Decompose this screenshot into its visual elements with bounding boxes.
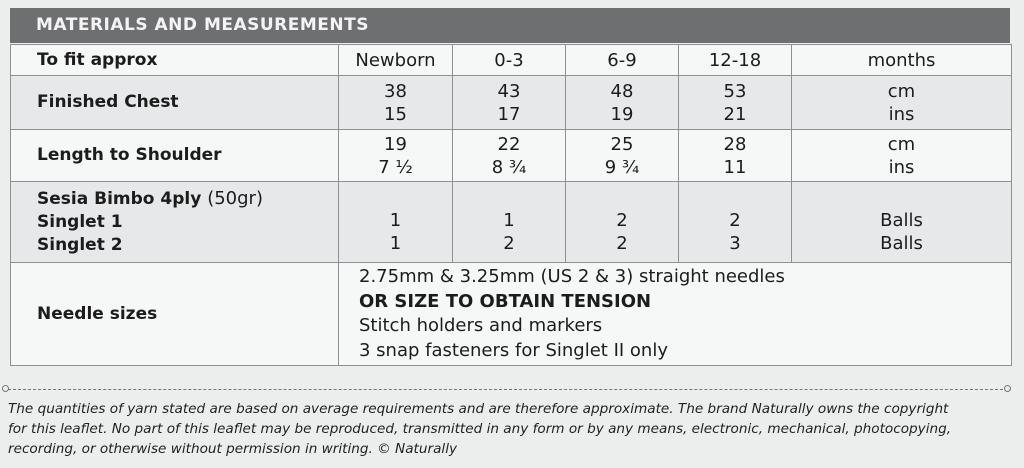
cell-line: 53 xyxy=(723,80,747,102)
cell: months xyxy=(791,44,1012,76)
cell-line: 48 xyxy=(610,80,634,102)
row-label: Needle sizes xyxy=(10,262,339,366)
cell-line: ins xyxy=(888,156,915,178)
row-label: Sesia Bimbo 4ply (50gr) Singlet 1 Single… xyxy=(10,181,339,263)
cell-line: 11 xyxy=(723,156,747,178)
cell: Newborn xyxy=(338,44,453,76)
cell-line: 25 xyxy=(610,133,634,155)
yarn-weight: (50gr) xyxy=(207,188,263,209)
row: To fit approx Newborn 0-3 6-9 12-18 mont… xyxy=(10,44,1012,76)
cell-line: 7 ½ xyxy=(378,156,413,178)
cell-line: 19 xyxy=(384,133,407,155)
cell: 0-3 xyxy=(452,44,566,76)
divider-dot xyxy=(2,385,9,392)
cell-line: 9 ¾ xyxy=(604,156,640,178)
yarn-name: Sesia Bimbo 4ply xyxy=(37,189,202,209)
cell-line: 21 xyxy=(723,103,747,125)
cell-line: 2 xyxy=(503,233,515,254)
footnote: The quantities of yarn stated are based … xyxy=(8,399,951,459)
row-label: Finished Chest xyxy=(10,75,339,130)
row-label: Length to Shoulder xyxy=(10,129,339,182)
cell-line: ins xyxy=(888,103,915,125)
cell-line: cm xyxy=(887,80,916,102)
cell-line: Balls xyxy=(880,210,923,231)
cell: 6-9 xyxy=(565,44,679,76)
row-label: To fit approx xyxy=(10,44,339,76)
cell: cm ins xyxy=(791,75,1012,130)
row: Length to Shoulder 19 7 ½ 22 8 ¾ 25 9 ¾ 28 11 cm… xyxy=(10,129,1012,182)
cell-line: 1 xyxy=(389,210,402,231)
cell-line: 19 xyxy=(610,103,634,125)
cell: 12-18 xyxy=(678,44,792,76)
cell-line: cm xyxy=(887,133,916,155)
cell: 53 21 xyxy=(678,75,792,130)
needle-line: OR SIZE TO OBTAIN TENSION xyxy=(359,290,652,312)
divider-dot xyxy=(1004,385,1011,392)
cell: 43 17 xyxy=(452,75,566,130)
cell: 28 11 xyxy=(678,129,792,182)
footnote-line: recording, or otherwise without permissi… xyxy=(8,441,458,457)
cell-line: 1 xyxy=(389,233,402,254)
row: Needle sizes 2.75mm & 3.25mm (US 2 & 3) … xyxy=(10,262,1012,366)
cell: cm ins xyxy=(791,129,1012,182)
needle-cell: 2.75mm & 3.25mm (US 2 & 3) straight need… xyxy=(338,262,1012,366)
cell-line: Balls xyxy=(880,233,923,254)
cell-line: 2 xyxy=(729,210,741,231)
cell: 25 9 ¾ xyxy=(565,129,679,182)
footnote-line: The quantities of yarn stated are based … xyxy=(8,401,949,417)
cell-line: 17 xyxy=(497,103,521,125)
cell-line: 15 xyxy=(384,103,407,125)
cell: 19 7 ½ xyxy=(338,129,453,182)
measurements-table: To fit approx Newborn 0-3 6-9 12-18 mont… xyxy=(10,44,1012,366)
cell-line: 1 xyxy=(503,210,515,231)
row: Sesia Bimbo 4ply (50gr) Singlet 1 Single… xyxy=(10,181,1012,263)
cell-line: 38 xyxy=(384,80,407,102)
cell-line: 8 ¾ xyxy=(491,156,527,178)
divider xyxy=(8,389,1008,390)
row: Finished Chest 38 15 43 17 48 19 53 21 cm ins xyxy=(10,75,1012,130)
needle-line: 3 snap fasteners for Singlet II only xyxy=(359,339,668,361)
section-header: MATERIALS AND MEASUREMENTS xyxy=(10,8,1010,43)
cell-line: 43 xyxy=(497,80,521,102)
cell-line: 28 xyxy=(723,133,747,155)
footnote-line: for this leaflet. No part of this leafle… xyxy=(8,421,952,437)
cell-line: 2 xyxy=(616,210,628,231)
needle-line: Stitch holders and markers xyxy=(359,315,603,336)
needle-line: 2.75mm & 3.25mm (US 2 & 3) straight need… xyxy=(359,266,785,287)
cell: Balls Balls xyxy=(791,181,1012,263)
cell-line: 22 xyxy=(497,133,521,155)
cell: 48 19 xyxy=(565,75,679,130)
sublabel: Singlet 1 xyxy=(37,212,123,232)
cell-line: 3 xyxy=(729,233,741,254)
cell: 38 15 xyxy=(338,75,453,130)
sublabel: Singlet 2 xyxy=(37,235,123,255)
cell: 22 8 ¾ xyxy=(452,129,566,182)
cell-line: 2 xyxy=(616,233,628,254)
